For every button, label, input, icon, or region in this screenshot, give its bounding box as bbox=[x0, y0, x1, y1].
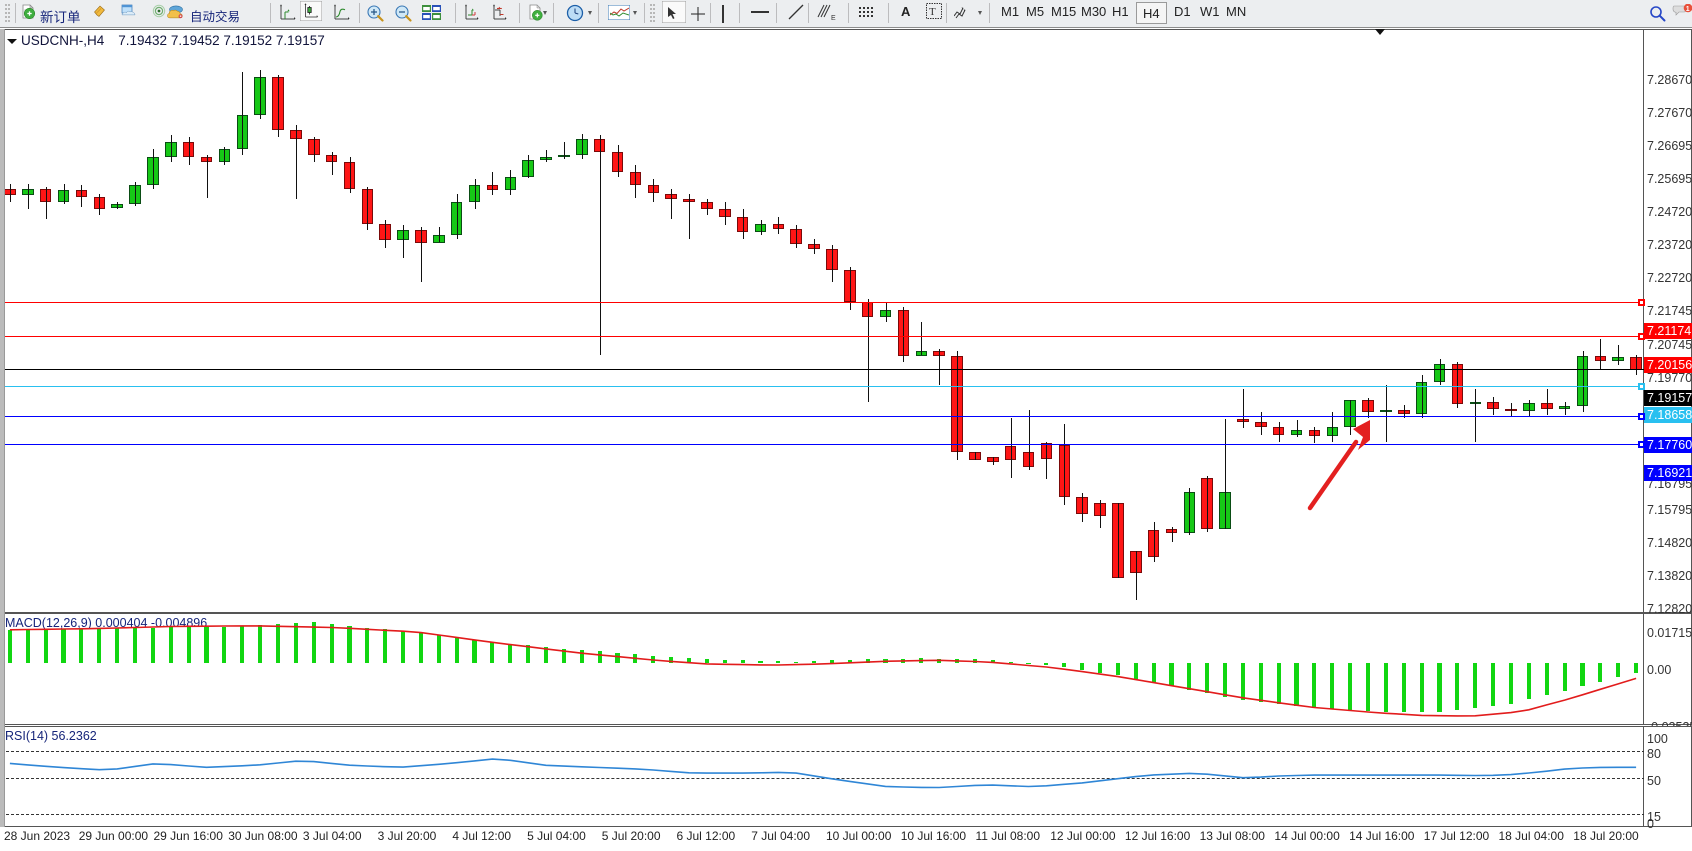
svg-text:1: 1 bbox=[1686, 6, 1690, 13]
svg-text:E: E bbox=[831, 15, 836, 21]
svg-text:T: T bbox=[929, 6, 936, 18]
